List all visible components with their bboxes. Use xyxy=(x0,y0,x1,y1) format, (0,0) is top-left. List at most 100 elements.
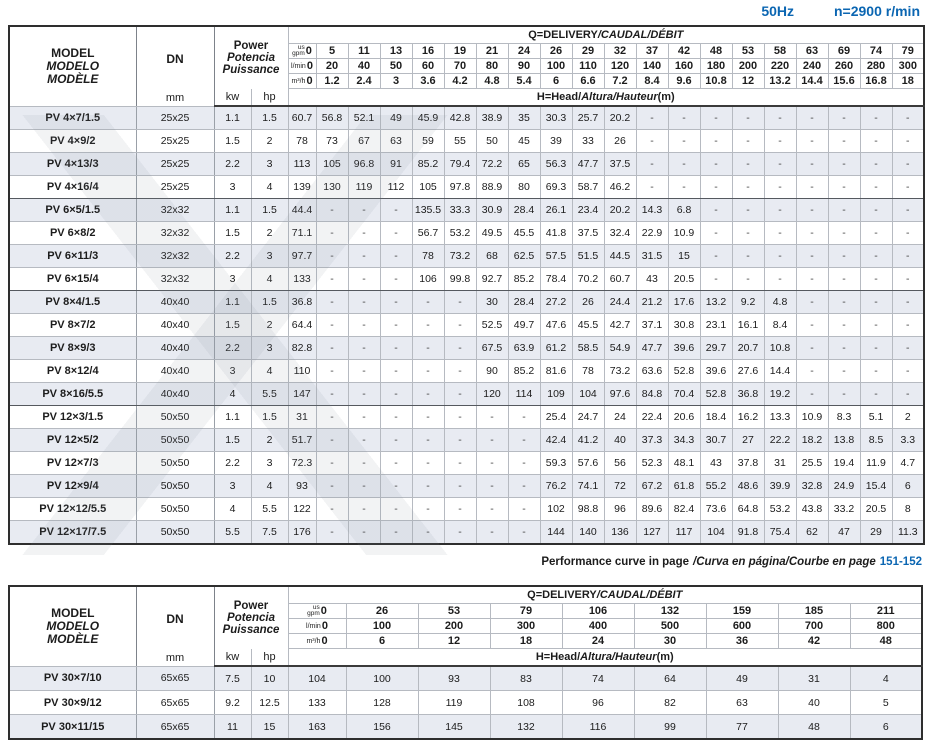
frequency-label: 50Hz xyxy=(761,3,794,19)
head-cell: - xyxy=(859,221,893,245)
head-cell: - xyxy=(507,428,541,452)
head-label: H=Head/ xyxy=(536,91,582,103)
head-cell: 55.2 xyxy=(699,474,733,498)
head-cell: 24.9 xyxy=(827,474,861,498)
head-cell: - xyxy=(763,244,797,268)
head-header: H=Head/Altura/Hauteur(m) xyxy=(287,648,923,667)
head-cell: 74.1 xyxy=(571,474,605,498)
hp-cell: 4 xyxy=(250,474,289,498)
model-cell: PV 12×12/5.5 xyxy=(8,497,137,521)
dn-cell: 50x50 xyxy=(135,497,215,521)
table-row: PV 8×9/3 40x40 2.2 3 82.8- - - - -67.5 63.9 61.2 58… xyxy=(8,336,925,360)
head-cell: 102 xyxy=(539,497,573,521)
head-cell: 104 xyxy=(287,665,347,691)
us-label: us xyxy=(312,604,320,611)
head-cell: - xyxy=(667,152,701,176)
head-cell: 127 xyxy=(635,520,669,545)
head-cell: 39.9 xyxy=(763,474,797,498)
head-cell: 52.1 xyxy=(347,105,381,130)
hp-cell: 2 xyxy=(250,129,289,153)
dn-cell: 32x32 xyxy=(135,244,215,268)
head-cell: 15.4 xyxy=(859,474,893,498)
head-cell: 10.8 xyxy=(763,336,797,360)
head-cell: 63.6 xyxy=(635,359,669,383)
head-cell: 49 xyxy=(705,665,779,691)
head-cell: - xyxy=(891,359,925,383)
head-cell: - xyxy=(699,175,733,199)
head-cell: - xyxy=(347,359,381,383)
head-cell: 60.7 xyxy=(287,105,317,130)
flow-m3h-value: 3.6 xyxy=(411,73,445,89)
flow-lmin-value: 120 xyxy=(603,58,637,74)
hp-cell: 10 xyxy=(250,665,289,691)
head-cell: - xyxy=(731,221,765,245)
model-cell: PV 6×11/3 xyxy=(8,244,137,268)
hp-cell: 4 xyxy=(250,175,289,199)
head-cell: - xyxy=(315,290,349,314)
flow-m3h-zero-value: 0 xyxy=(321,635,328,647)
head-cell: 44.5 xyxy=(603,244,637,268)
head-cell: 26.1 xyxy=(539,198,573,222)
flow-lmin-value: 60 xyxy=(411,58,445,74)
head-cell: - xyxy=(763,221,797,245)
power-label: Potencia xyxy=(227,611,275,624)
flow-lmin-value: 300 xyxy=(489,618,563,634)
head-cell: 64 xyxy=(633,665,707,691)
kw-cell: 1.1 xyxy=(213,198,252,222)
head-cell: 8.3 xyxy=(827,405,861,429)
dn-cell: 50x50 xyxy=(135,405,215,429)
table-row: PV 8×7/2 40x40 1.5 2 64.4- - - - -52.5 49.7 47.6 45… xyxy=(8,313,925,337)
flow-m3h-value: 10.8 xyxy=(699,73,733,89)
head-cell: 4.7 xyxy=(891,451,925,475)
head-cell: 8.5 xyxy=(859,428,893,452)
head-cell: - xyxy=(827,105,861,130)
head-cell: 56.3 xyxy=(539,152,573,176)
table-row: PV 30×9/12 65x65 9.2 12.5 133 128 119 108 96 82 63… xyxy=(8,690,923,715)
flow-lmin-zero-value: 0 xyxy=(321,620,328,632)
head-cell: 45.9 xyxy=(411,105,445,130)
head-cell: - xyxy=(379,382,413,406)
head-cell: 91 xyxy=(379,152,413,176)
head-cell: 119 xyxy=(417,690,491,715)
head-cell: 113 xyxy=(287,152,317,176)
table-row: PV 8×4/1.5 40x40 1.1 1.5 36.8- - - - -30 28.4 27.2… xyxy=(8,290,925,314)
head-cell: 31 xyxy=(287,405,317,429)
head-cell: - xyxy=(379,451,413,475)
head-cell: - xyxy=(859,244,893,268)
head-cell: 31 xyxy=(777,665,851,691)
head-cell: 2 xyxy=(891,405,925,429)
head-cell: 10.9 xyxy=(667,221,701,245)
head-cell: - xyxy=(859,198,893,222)
flow-gpm-value: 69 xyxy=(827,43,861,59)
head-cell: 60.7 xyxy=(603,267,637,291)
head-cell: 96.8 xyxy=(347,152,381,176)
mm-unit-label: mm xyxy=(165,651,185,664)
head-cell: 37.8 xyxy=(731,451,765,475)
head-cell: 45 xyxy=(507,129,541,153)
head-cell: - xyxy=(795,129,829,153)
flow-lmin-value: 500 xyxy=(633,618,707,634)
hp-cell: 1.5 xyxy=(250,290,289,314)
head-cell: - xyxy=(859,313,893,337)
head-cell: - xyxy=(315,198,349,222)
head-cell: 41.8 xyxy=(539,221,573,245)
head-cell: 73.2 xyxy=(443,244,477,268)
flow-lmin-value: 220 xyxy=(763,58,797,74)
model-cell: PV 4×16/4 xyxy=(8,175,137,199)
head-cell: 4.8 xyxy=(763,290,797,314)
model-label: MODEL xyxy=(51,605,95,620)
head-cell: - xyxy=(443,313,477,337)
flow-gpm-value: 211 xyxy=(849,603,923,619)
model-cell: PV 8×16/5.5 xyxy=(8,382,137,406)
flow-gpm-value: 74 xyxy=(859,43,893,59)
head-cell: 24 xyxy=(603,405,637,429)
head-cell: - xyxy=(379,405,413,429)
head-cell: 28.4 xyxy=(507,290,541,314)
flow-m3h-value: 42 xyxy=(777,633,851,649)
model-cell: PV 8×12/4 xyxy=(8,359,137,383)
head-cell: 8 xyxy=(891,497,925,521)
head-cell: 30.9 xyxy=(475,198,509,222)
flow-gpm-value: 37 xyxy=(635,43,669,59)
dn-cell: 50x50 xyxy=(135,451,215,475)
head-cell: - xyxy=(347,428,381,452)
